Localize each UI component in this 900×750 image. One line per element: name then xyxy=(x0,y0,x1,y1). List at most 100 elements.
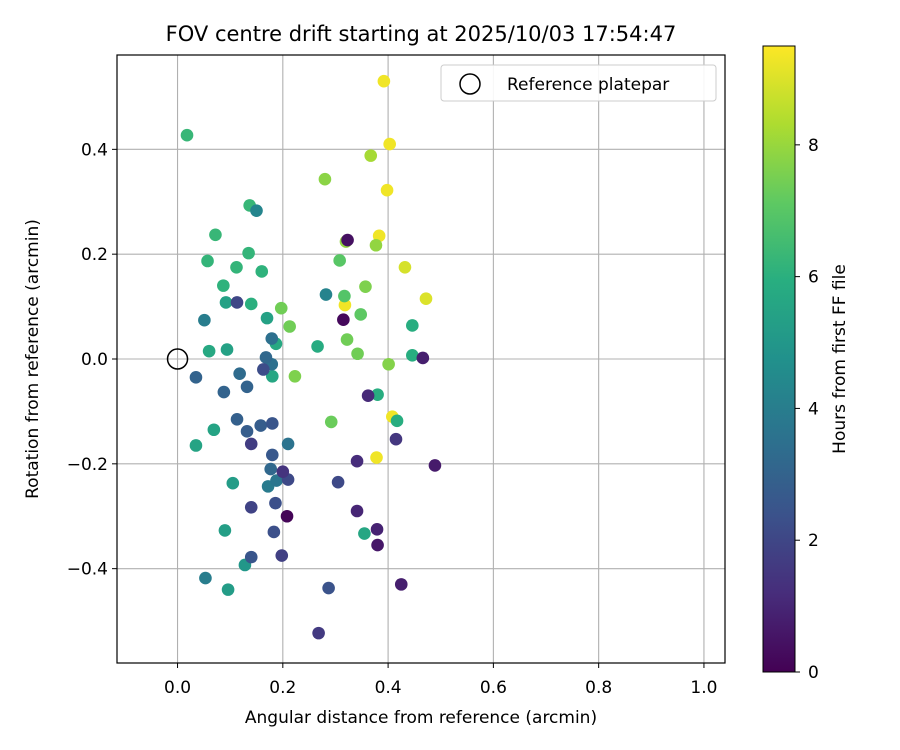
colorbar-tick-label: 2 xyxy=(808,531,819,551)
data-point xyxy=(382,357,395,371)
data-point xyxy=(218,524,232,537)
data-point xyxy=(180,128,194,142)
data-point xyxy=(340,333,354,346)
data-point xyxy=(275,549,289,562)
colorbar-tick-label: 4 xyxy=(808,399,819,419)
data-point xyxy=(244,501,258,514)
data-point xyxy=(240,380,254,394)
data-point xyxy=(250,204,263,217)
y-tick-label: 0.0 xyxy=(81,350,108,370)
legend-box xyxy=(440,64,717,102)
data-point xyxy=(319,288,333,301)
data-point xyxy=(219,296,233,309)
data-point xyxy=(324,415,338,429)
data-point xyxy=(350,454,364,468)
data-point xyxy=(217,385,231,399)
data-point xyxy=(406,349,419,362)
data-point xyxy=(288,369,302,383)
data-point xyxy=(280,509,294,523)
chart-title: FOV centre drift starting at 2025/10/03 … xyxy=(166,22,677,46)
data-point xyxy=(350,504,364,518)
data-point xyxy=(265,369,279,383)
data-point xyxy=(257,363,270,376)
legend-label: Reference platepar xyxy=(507,75,669,95)
colorbar: 0 2 4 6 8 Hours from first FF file xyxy=(762,45,850,683)
colorbar-gradient xyxy=(762,45,796,673)
data-point xyxy=(369,238,383,252)
data-point xyxy=(331,475,345,489)
x-axis-label: Angular distance from reference (arcmin) xyxy=(245,708,597,728)
data-point xyxy=(220,343,234,356)
data-point xyxy=(259,351,273,364)
x-tick-label: 0.8 xyxy=(585,678,612,698)
data-point xyxy=(364,149,378,162)
colorbar-tick-label: 0 xyxy=(808,663,819,683)
data-point xyxy=(265,417,279,430)
y-axis-label: Rotation from reference (arcmin) xyxy=(23,219,43,499)
data-point xyxy=(419,292,433,306)
data-point xyxy=(338,289,351,303)
data-point xyxy=(337,313,350,326)
data-point xyxy=(202,344,216,358)
data-point xyxy=(371,388,384,401)
data-point xyxy=(359,280,372,293)
data-point xyxy=(260,311,274,325)
data-point xyxy=(230,296,244,309)
data-point xyxy=(209,228,222,242)
reference-platepar-marker xyxy=(166,348,189,370)
data-point xyxy=(265,332,279,345)
data-point xyxy=(198,313,211,327)
data-point xyxy=(244,437,258,451)
data-point xyxy=(265,448,279,462)
data-point xyxy=(255,265,269,278)
colorbar-ticks: 0 2 4 6 8 xyxy=(795,136,819,683)
data-point xyxy=(244,297,258,311)
data-point xyxy=(311,340,324,353)
data-point xyxy=(274,301,288,315)
data-point xyxy=(338,298,352,312)
data-point xyxy=(283,320,296,333)
y-tick-label: 0.4 xyxy=(81,140,108,160)
colorbar-label: Hours from first FF file xyxy=(830,264,850,454)
data-point xyxy=(217,279,230,292)
x-tick-label: 0.0 xyxy=(164,678,191,698)
colorbar-tick-label: 6 xyxy=(808,268,819,288)
data-point xyxy=(201,254,214,268)
data-point xyxy=(370,523,384,536)
data-point xyxy=(189,439,203,452)
data-point xyxy=(406,319,419,332)
data-point xyxy=(281,437,295,451)
x-tick-label: 0.6 xyxy=(480,678,507,698)
data-point xyxy=(341,233,354,247)
data-point xyxy=(269,496,282,510)
data-point xyxy=(383,137,396,151)
plot-frame xyxy=(116,54,726,664)
data-point xyxy=(207,423,221,437)
legend-marker xyxy=(459,73,481,95)
legend: Reference platepar xyxy=(440,64,717,102)
data-point xyxy=(230,260,243,274)
axis-ticks: 0.0 0.2 0.4 0.6 0.8 1.0 −0.4 −0.2 0.0 0.2 0.4 xyxy=(67,140,718,698)
data-point xyxy=(351,347,364,361)
data-point xyxy=(380,183,394,197)
colorbar-tick-label: 8 xyxy=(808,136,819,156)
x-tick-label: 0.2 xyxy=(269,678,296,698)
data-point xyxy=(226,476,240,490)
data-point xyxy=(240,425,254,438)
data-point xyxy=(270,474,283,487)
data-point xyxy=(230,412,244,426)
data-point xyxy=(354,308,368,321)
data-point xyxy=(394,578,408,591)
data-point xyxy=(398,260,412,274)
data-point xyxy=(377,74,391,88)
data-point xyxy=(390,414,404,428)
data-point xyxy=(244,550,258,564)
x-tick-label: 1.0 xyxy=(690,678,717,698)
data-point xyxy=(276,465,290,478)
data-point xyxy=(428,459,442,472)
data-point xyxy=(389,432,403,446)
data-point xyxy=(361,389,375,402)
data-point xyxy=(371,538,384,552)
x-tick-label: 0.4 xyxy=(375,678,402,698)
